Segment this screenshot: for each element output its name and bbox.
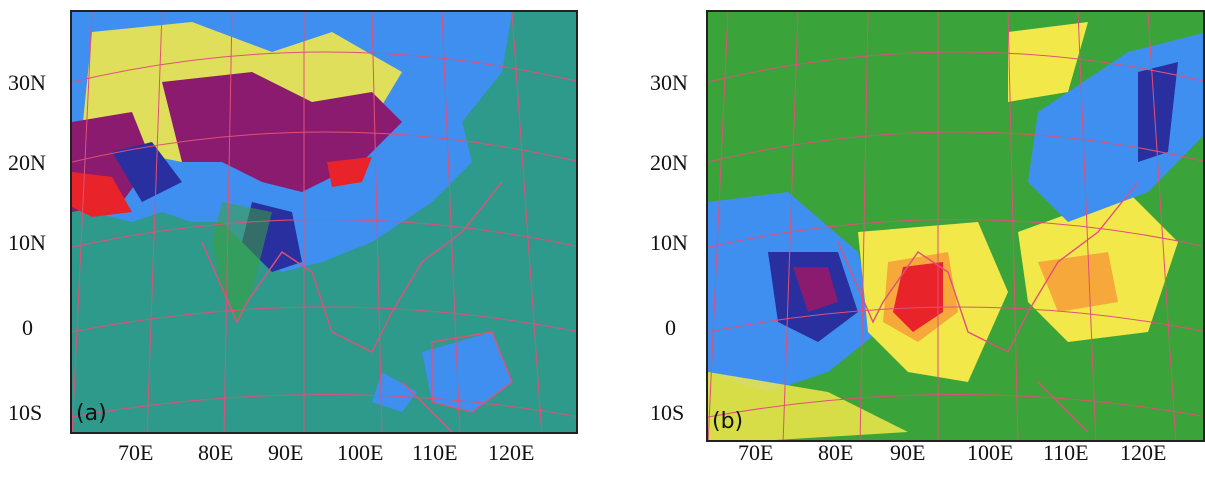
lon-label-100e: 100E [967,440,1014,465]
graticule-b [708,12,1203,440]
orange-region-east [1038,252,1118,312]
map-frame-a: (a) [70,10,578,434]
lon-label-80e: 80E [818,440,854,465]
lon-label-110e: 110E [412,440,458,465]
lon-label-120e: 120E [488,440,535,465]
lon-label-120e: 120E [1120,440,1167,465]
red-region-west [72,172,132,217]
lon-label-70e: 70E [118,440,154,465]
lat-label-20n: 20N [8,150,46,175]
lat-label-0: 0 [665,315,676,340]
lat-label-10n: 10N [8,230,46,255]
navy-region-east [1138,62,1178,162]
map-canvas-b [708,12,1203,440]
lon-label-90e: 90E [890,440,926,465]
red-region [327,157,372,187]
map-panel-b: 30N 20N 10N 0 10S [640,0,1205,478]
map-canvas-a [72,12,576,432]
lon-label-90e: 90E [268,440,304,465]
lon-label-100e: 100E [337,440,384,465]
borneo-region [422,332,512,412]
sumatra-region [372,372,417,412]
lat-label-10s: 10S [650,400,685,425]
lon-label-70e: 70E [738,440,774,465]
lat-label-10s: 10S [8,400,43,425]
navy-region-2 [112,142,182,202]
red-region-center [893,262,943,332]
map-frame-b: (b) [706,10,1205,442]
purple-region-west [793,267,838,312]
lat-label-10n: 10N [650,230,688,255]
coastlines-a [201,181,513,432]
panel-label-b: (b) [712,409,744,434]
yellow-region-south [708,372,908,440]
graticule-a [72,12,576,432]
lon-label-110e: 110E [1043,440,1089,465]
yellow-region-north [1008,22,1088,102]
lat-label-0: 0 [22,315,33,340]
lat-label-30n: 30N [650,70,688,95]
lat-label-30n: 30N [8,70,46,95]
lon-label-80e: 80E [198,440,234,465]
panel-label-a: (a) [76,401,107,426]
map-panel-a: 30N 20N 10N 0 10S [0,0,600,478]
lat-label-20n: 20N [650,150,688,175]
coastlines-b [837,181,1139,433]
